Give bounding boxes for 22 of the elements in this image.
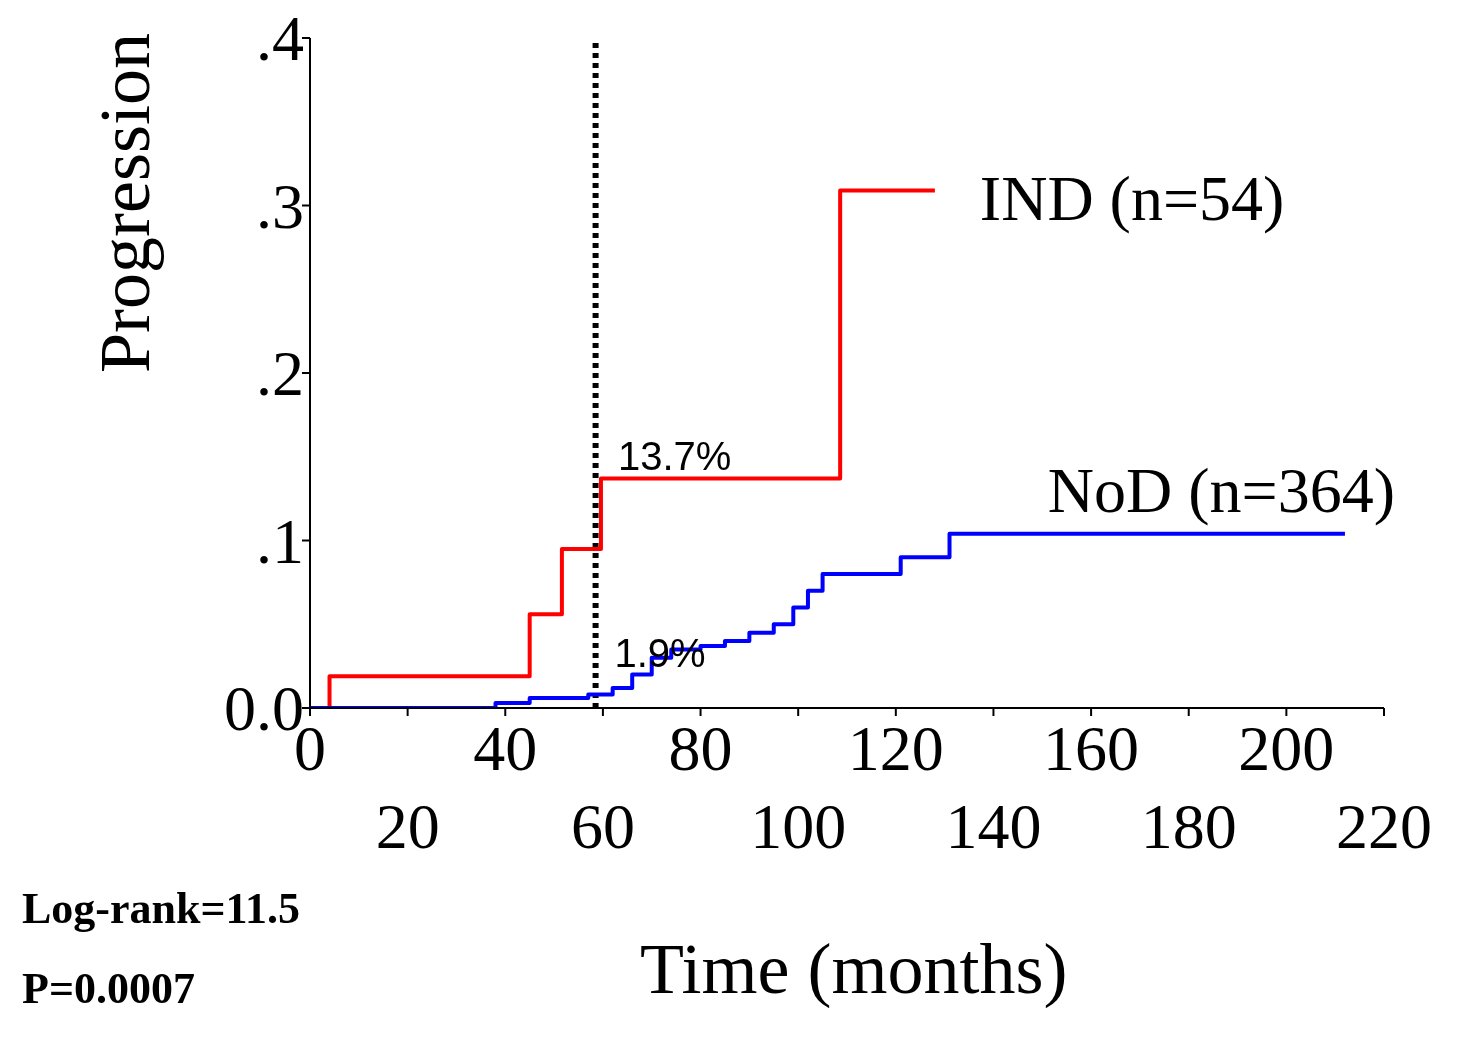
x-tick-label: 200: [1238, 713, 1335, 784]
x-tick-label: 120: [847, 713, 944, 784]
y-axis-title: Progression: [84, 33, 165, 373]
x2-tick-label: 100: [750, 791, 847, 862]
x-tick-label: 80: [668, 713, 733, 784]
annotation: 13.7%: [617, 433, 732, 478]
series-label: NoD (n=364): [1047, 454, 1395, 526]
x2-tick-label: 20: [375, 791, 440, 862]
x-tick-label: 40: [473, 713, 538, 784]
y-tick-label: .3: [256, 170, 304, 242]
y-tick-label: .4: [256, 3, 304, 74]
y-tick-label: .1: [256, 505, 304, 577]
x2-tick-label: 140: [945, 791, 1042, 862]
x2-tick-label: 180: [1140, 791, 1237, 862]
series-label: IND (n=54): [979, 163, 1285, 235]
x2-tick-label: 60: [570, 791, 635, 862]
x-tick-label: 160: [1043, 713, 1140, 784]
x-axis-title: Time (months): [640, 929, 1068, 1009]
x2-tick-label: 220: [1336, 791, 1432, 862]
y-tick-label: .2: [256, 338, 304, 409]
text: P=0.0007: [22, 963, 195, 1014]
text: Log-rank=11.5: [22, 883, 301, 934]
